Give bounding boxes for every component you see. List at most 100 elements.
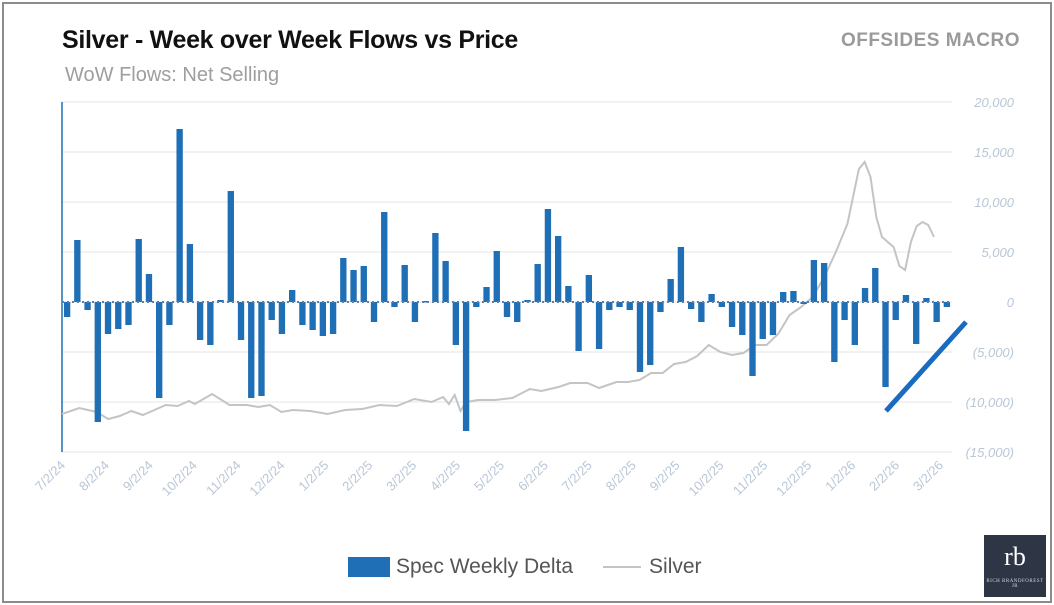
bar: [411, 302, 419, 322]
bar: [176, 129, 183, 302]
bar: [677, 247, 685, 302]
x-tick-label: 12/2/25: [773, 458, 814, 499]
y-tick-label: (10,000): [966, 395, 1014, 410]
bar: [493, 251, 500, 302]
x-tick-label: 3/2/26: [910, 458, 946, 494]
y-tick-label: 10,000: [974, 195, 1015, 210]
bar: [657, 302, 664, 312]
bar: [544, 209, 552, 302]
bar: [575, 302, 582, 351]
bar: [718, 302, 725, 307]
legend: Spec Weekly Delta Silver: [348, 555, 702, 579]
bar: [739, 302, 746, 335]
bar: [831, 302, 838, 362]
x-tick-label: 11/2/25: [730, 458, 771, 499]
annotation-layer: [884, 320, 968, 413]
bar: [780, 292, 787, 302]
legend-line-label: Silver: [649, 555, 702, 578]
bar: [268, 302, 275, 320]
bar: [125, 302, 132, 325]
bar: [616, 302, 623, 307]
bar: [851, 302, 858, 345]
bar: [258, 302, 265, 396]
legend-line-swatch: [603, 566, 642, 568]
bar: [156, 302, 163, 398]
x-tick-label: 9/2/25: [647, 458, 683, 494]
bar: [667, 279, 674, 302]
bar: [565, 286, 572, 302]
bar: [606, 302, 613, 310]
bar: [309, 302, 316, 330]
bar: [769, 302, 777, 335]
bar: [473, 302, 480, 307]
bar: [442, 261, 449, 302]
bar: [462, 302, 470, 431]
bar: [554, 236, 562, 302]
bar: [749, 302, 756, 376]
chart-subtitle: WoW Flows: Net Selling: [65, 64, 280, 86]
legend-bar-swatch: [348, 557, 390, 577]
x-tick-label: 10/2/25: [685, 458, 726, 499]
y-tick-label: 20,000: [973, 95, 1015, 110]
bar: [432, 233, 439, 302]
x-tick-label: 7/2/24: [32, 458, 68, 494]
y-tick-label: (15,000): [966, 445, 1014, 460]
bar: [503, 302, 511, 317]
y-tick-label: (5,000): [973, 345, 1014, 360]
y-tick-labels: 20,000 15,000 10,000 5,000 0 (5,000) (10,000) (…: [966, 95, 1015, 460]
bar: [340, 258, 347, 302]
grid-lines: [61, 101, 952, 453]
y-tick-label: 15,000: [974, 145, 1015, 160]
bar: [790, 291, 797, 302]
bar: [933, 302, 940, 322]
y-tick-label: 0: [1007, 295, 1015, 310]
bar: [483, 287, 490, 302]
logo-mark: rb: [1004, 542, 1026, 571]
bar: [647, 302, 654, 365]
bar: [145, 274, 153, 302]
brand-label: OFFSIDES MACRO: [840, 30, 1020, 51]
x-tick-labels: 7/2/24 8/2/24 9/2/24 10/2/24 11/2/24 12/2/24 1…: [32, 458, 946, 499]
x-tick-label: 1/2/25: [295, 458, 331, 494]
bar: [534, 264, 541, 302]
bar: [913, 302, 920, 344]
rb-logo: rb RICH BRANDFOREST JR: [984, 535, 1046, 597]
bar: [74, 240, 81, 302]
bar: [421, 301, 429, 303]
bar: [595, 302, 603, 349]
x-tick-label: 8/2/25: [603, 458, 639, 494]
bar: [237, 302, 245, 340]
bar: [350, 270, 357, 302]
bar: [820, 263, 828, 302]
silver-line-layer: [61, 160, 935, 421]
bar: [94, 302, 101, 422]
bar: [166, 302, 173, 325]
bar: [186, 244, 194, 302]
x-tick-label: 9/2/24: [120, 458, 156, 494]
bar: [63, 302, 71, 317]
bar: [636, 302, 644, 372]
x-tick-label: 6/2/25: [515, 458, 551, 494]
bar: [585, 275, 593, 302]
bar: [759, 302, 766, 339]
bar: [902, 295, 910, 302]
bar: [319, 302, 327, 336]
bar: [227, 191, 234, 302]
bar: [391, 302, 398, 307]
bar: [698, 302, 705, 322]
bar: [923, 298, 930, 302]
chart-title: Silver - Week over Week Flows vs Price: [62, 26, 518, 54]
bar: [452, 302, 460, 345]
bar: [299, 302, 306, 325]
bar: [810, 260, 818, 302]
x-tick-label: 3/2/25: [383, 458, 419, 494]
legend-bar-label: Spec Weekly Delta: [396, 555, 574, 578]
bar: [115, 302, 122, 329]
bar: [728, 302, 736, 327]
bar: [217, 300, 224, 302]
bar: [289, 290, 296, 302]
bar: [84, 302, 91, 310]
bar: [135, 239, 142, 302]
bar: [626, 302, 633, 310]
bar: [360, 266, 367, 302]
